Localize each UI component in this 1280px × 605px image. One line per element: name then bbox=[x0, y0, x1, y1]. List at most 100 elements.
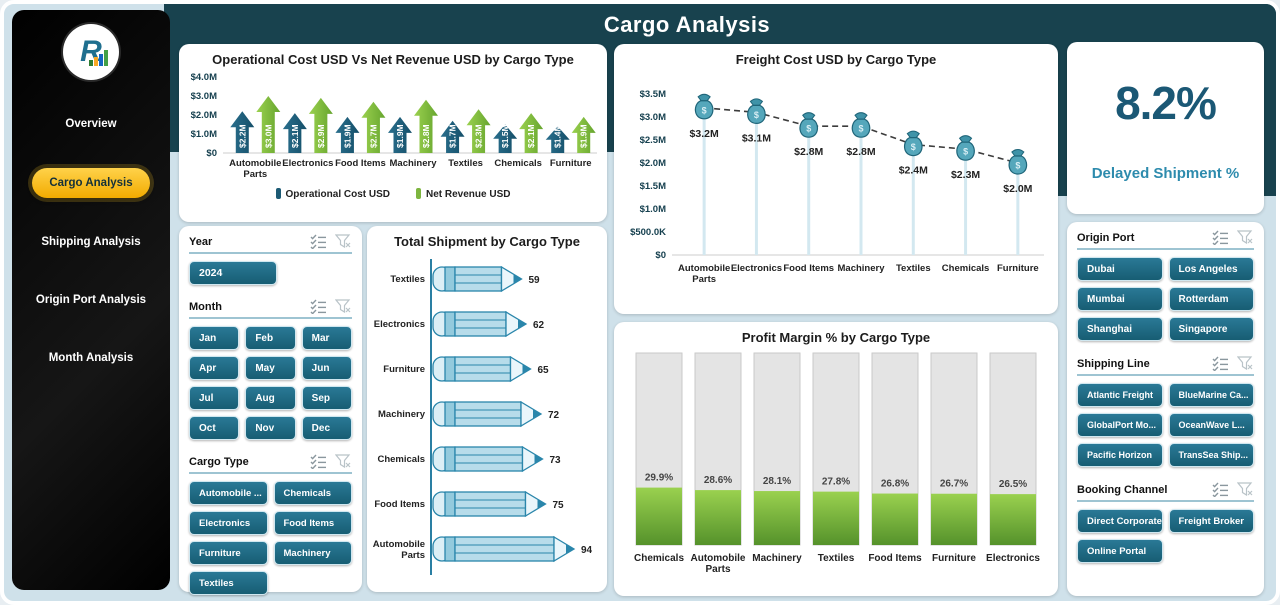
pencil-bar[interactable] bbox=[432, 490, 547, 518]
filter-option-apr[interactable]: Apr bbox=[189, 356, 240, 380]
filter-option-feb[interactable]: Feb bbox=[245, 326, 296, 350]
bar-fill[interactable] bbox=[813, 491, 859, 545]
filter-option-furniture[interactable]: Furniture bbox=[189, 541, 268, 565]
money-bag-icon[interactable]: $ bbox=[694, 93, 714, 120]
checklist-icon[interactable] bbox=[310, 454, 327, 469]
checklist-icon[interactable] bbox=[1212, 230, 1229, 245]
money-bag-icon[interactable]: $ bbox=[799, 112, 819, 138]
checklist-icon[interactable] bbox=[310, 234, 327, 249]
arrow-bar[interactable] bbox=[335, 116, 360, 153]
logo: R bbox=[63, 24, 119, 80]
filter-option-mumbai[interactable]: Mumbai bbox=[1077, 287, 1163, 311]
filter-option-oct[interactable]: Oct bbox=[189, 416, 240, 440]
pencil-bar[interactable] bbox=[432, 445, 544, 473]
filter-option-bluemarine-ca-[interactable]: BlueMarine Ca... bbox=[1168, 383, 1254, 407]
filter-option-atlantic-freight[interactable]: Atlantic Freight bbox=[1077, 383, 1163, 407]
pencil-bar[interactable] bbox=[432, 400, 543, 428]
funnel-x-icon[interactable] bbox=[335, 234, 352, 249]
filter-option-aug[interactable]: Aug bbox=[245, 386, 296, 410]
legend-item-operational-cost[interactable]: Operational Cost USD bbox=[275, 188, 390, 200]
filter-option-food-items[interactable]: Food Items bbox=[273, 511, 352, 535]
money-bag-icon[interactable]: $ bbox=[747, 98, 766, 125]
filter-option-automobile-[interactable]: Automobile ... bbox=[189, 481, 268, 505]
pencil-bar[interactable] bbox=[432, 355, 532, 383]
arrow-bar[interactable] bbox=[466, 109, 491, 153]
sidebar-item-origin-port-analysis[interactable]: Origin Port Analysis bbox=[35, 294, 147, 306]
money-bag-icon[interactable]: $ bbox=[851, 112, 871, 138]
pencil-bar[interactable] bbox=[432, 310, 528, 338]
checklist-icon[interactable] bbox=[1212, 482, 1229, 497]
bar-fill[interactable] bbox=[636, 487, 682, 545]
bar-fill[interactable] bbox=[990, 494, 1036, 545]
sidebar-item-shipping-analysis[interactable]: Shipping Analysis bbox=[41, 236, 141, 248]
bar-fill[interactable] bbox=[754, 491, 800, 545]
filter-option-sep[interactable]: Sep bbox=[301, 386, 352, 410]
sidebar: R Overview Cargo Analysis Shipping Analysi… bbox=[12, 10, 170, 590]
bar-fill[interactable] bbox=[872, 493, 918, 545]
filter-option-globalport-mo-[interactable]: GlobalPort Mo... bbox=[1077, 413, 1163, 437]
profit-chart-card: Profit Margin % by Cargo Type 29.9% Chemi… bbox=[614, 322, 1058, 596]
svg-text:$500.0K: $500.0K bbox=[630, 227, 666, 238]
arrow-bar[interactable] bbox=[545, 126, 570, 153]
bar-fill[interactable] bbox=[695, 490, 741, 545]
filter-option-jun[interactable]: Jun bbox=[301, 356, 352, 380]
arrow-bar[interactable] bbox=[414, 99, 438, 153]
funnel-x-icon[interactable] bbox=[1237, 356, 1254, 371]
filter-option-textiles[interactable]: Textiles bbox=[189, 571, 268, 595]
checklist-icon[interactable] bbox=[1212, 356, 1229, 371]
pencil-bar[interactable] bbox=[432, 265, 523, 293]
checklist-icon[interactable] bbox=[310, 299, 327, 314]
filter-option-nov[interactable]: Nov bbox=[245, 416, 296, 440]
svg-text:$: $ bbox=[754, 110, 759, 120]
filter-option-online-portal[interactable]: Online Portal bbox=[1077, 539, 1163, 563]
pencil-bar[interactable] bbox=[432, 535, 576, 563]
arrow-bar[interactable] bbox=[256, 96, 281, 153]
filter-option-2024[interactable]: 2024 bbox=[189, 261, 277, 285]
filter-option-los-angeles[interactable]: Los Angeles bbox=[1168, 257, 1254, 281]
legend-item-net-revenue[interactable]: Net Revenue USD bbox=[416, 188, 510, 200]
funnel-x-icon[interactable] bbox=[1237, 482, 1254, 497]
money-bag-icon[interactable]: $ bbox=[903, 130, 923, 157]
sidebar-item-overview[interactable]: Overview bbox=[65, 118, 117, 130]
arrow-bar[interactable] bbox=[361, 101, 386, 153]
sidebar-item-cargo-analysis[interactable]: Cargo Analysis bbox=[32, 168, 150, 198]
arrow-bar[interactable] bbox=[571, 116, 596, 153]
filter-option-singapore[interactable]: Singapore bbox=[1168, 317, 1254, 341]
funnel-x-icon[interactable] bbox=[1237, 230, 1254, 245]
freight-chart: $0 $500.0K $1.0M $1.5M $2.0M $2.5M $3.0M $3.5M … bbox=[614, 67, 1058, 310]
arrow-bar[interactable] bbox=[519, 113, 544, 153]
arrow-bar[interactable] bbox=[440, 120, 465, 153]
filter-option-mar[interactable]: Mar bbox=[301, 326, 352, 350]
svg-text:Food Items: Food Items bbox=[335, 158, 386, 169]
filter-option-dubai[interactable]: Dubai bbox=[1077, 257, 1163, 281]
filter-option-electronics[interactable]: Electronics bbox=[189, 511, 268, 535]
money-bag-icon[interactable]: $ bbox=[956, 135, 975, 161]
funnel-x-icon[interactable] bbox=[335, 454, 352, 469]
money-bag-icon[interactable]: $ bbox=[1008, 149, 1028, 175]
bar-fill[interactable] bbox=[931, 493, 977, 545]
filter-option-jul[interactable]: Jul bbox=[189, 386, 240, 410]
filter-option-jan[interactable]: Jan bbox=[189, 326, 240, 350]
arrow-bar[interactable] bbox=[493, 124, 518, 154]
filter-option-may[interactable]: May bbox=[245, 356, 296, 380]
filter-option-transsea-ship-[interactable]: TransSea Ship... bbox=[1168, 443, 1254, 467]
filter-option-pacific-horizon[interactable]: Pacific Horizon bbox=[1077, 443, 1163, 467]
arrow-bar[interactable] bbox=[308, 97, 333, 153]
funnel-x-icon[interactable] bbox=[335, 299, 352, 314]
arrow-bar[interactable] bbox=[388, 116, 412, 153]
svg-text:$4.0M: $4.0M bbox=[191, 72, 217, 83]
filter-option-shanghai[interactable]: Shanghai bbox=[1077, 317, 1163, 341]
filter-option-dec[interactable]: Dec bbox=[301, 416, 352, 440]
arrow-bar[interactable] bbox=[230, 111, 255, 153]
filter-option-chemicals[interactable]: Chemicals bbox=[273, 481, 352, 505]
svg-text:$: $ bbox=[702, 105, 707, 115]
filter-option-oceanwave-l-[interactable]: OceanWave L... bbox=[1168, 413, 1254, 437]
filter-option-machinery[interactable]: Machinery bbox=[273, 541, 352, 565]
sidebar-item-month-analysis[interactable]: Month Analysis bbox=[48, 352, 134, 364]
opcost-chart-card: Operational Cost USD Vs Net Revenue USD … bbox=[179, 44, 607, 222]
filter-option-direct-corporate[interactable]: Direct Corporate bbox=[1077, 509, 1163, 533]
filter-option-freight-broker[interactable]: Freight Broker bbox=[1168, 509, 1254, 533]
arrow-bar[interactable] bbox=[282, 113, 307, 153]
filter-option-rotterdam[interactable]: Rotterdam bbox=[1168, 287, 1254, 311]
